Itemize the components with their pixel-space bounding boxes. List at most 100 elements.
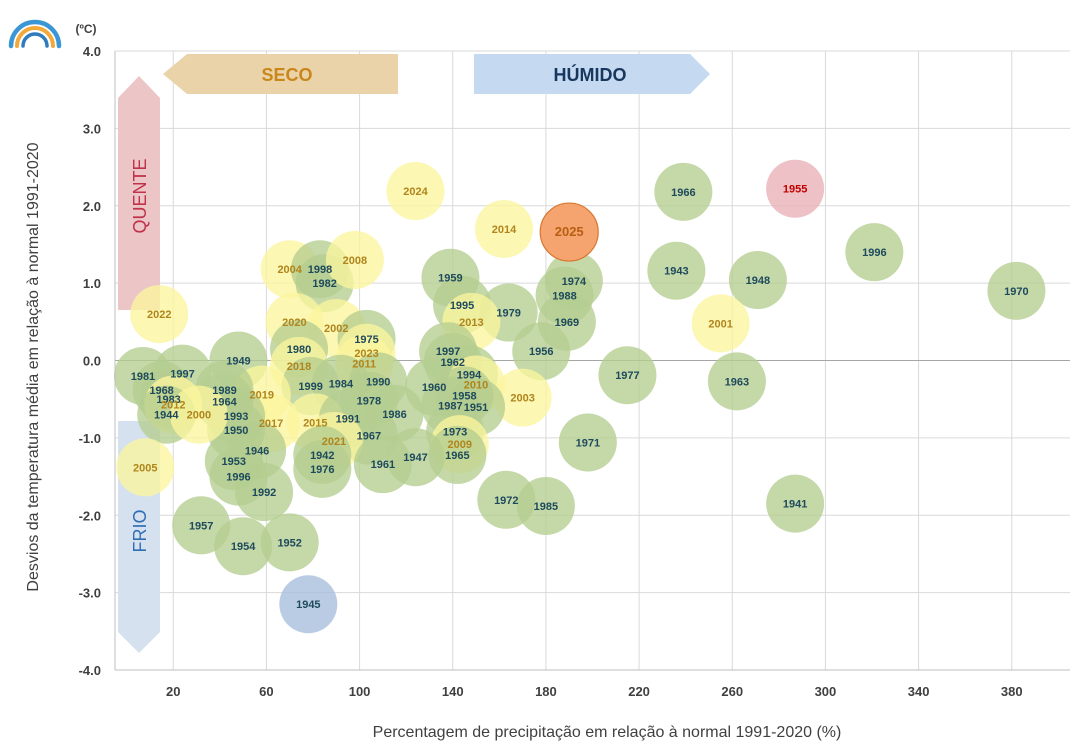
point-label-1985: 1985 xyxy=(534,501,558,513)
point-label-2024: 2024 xyxy=(403,186,428,198)
point-label-1982: 1982 xyxy=(312,278,336,290)
point-label-1971: 1971 xyxy=(576,438,600,450)
point-label-2019: 2019 xyxy=(250,390,274,402)
point-label-2013: 2013 xyxy=(459,317,483,329)
point-label-1989: 1989 xyxy=(212,385,236,397)
point-label-1951: 1951 xyxy=(464,402,488,414)
point-label-1959: 1959 xyxy=(438,273,462,285)
point-1992 xyxy=(235,463,294,522)
point-label-1964: 1964 xyxy=(212,397,237,409)
point-label-1979: 1979 xyxy=(496,308,520,320)
point-label-1998: 1998 xyxy=(308,264,332,276)
point-1972 xyxy=(477,470,536,529)
y-tick-label: 1.0 xyxy=(83,276,101,291)
point-1996 xyxy=(845,223,904,282)
point-label-1995: 1995 xyxy=(450,300,474,312)
dry-arrow xyxy=(163,54,398,94)
point-label-1983: 1983 xyxy=(156,394,180,406)
point-label-2012: 2012 xyxy=(161,400,185,412)
x-tick-label: 380 xyxy=(1001,684,1023,699)
point-label-2010: 2010 xyxy=(464,379,488,391)
quadrant-arrows: SECO HÚMIDO QUENTE FRIO xyxy=(118,54,710,653)
point-1941 xyxy=(766,474,825,533)
point-1956 xyxy=(512,322,571,381)
point-label-1996: 1996 xyxy=(862,247,886,259)
point-1945 xyxy=(279,575,338,634)
point-2022 xyxy=(130,285,189,344)
point-label-1958: 1958 xyxy=(452,390,476,402)
point-label-1943: 1943 xyxy=(664,266,688,278)
x-axis-title: Percentagem de precipitação em relação à… xyxy=(373,724,842,741)
point-label-1996: 1996 xyxy=(226,472,250,484)
point-2005 xyxy=(116,438,175,497)
point-label-1993: 1993 xyxy=(224,411,248,423)
point-1963 xyxy=(707,352,766,411)
point-label-1975: 1975 xyxy=(354,334,378,346)
y-tick-label: 2.0 xyxy=(83,199,101,214)
point-label-2008: 2008 xyxy=(343,255,367,267)
logo xyxy=(8,19,62,49)
y-tick-label: 4.0 xyxy=(83,44,101,59)
point-label-1968: 1968 xyxy=(149,385,173,397)
point-label-2023: 2023 xyxy=(354,348,378,360)
point-label-1954: 1954 xyxy=(231,541,256,553)
point-label-1948: 1948 xyxy=(746,275,770,287)
point-label-2002: 2002 xyxy=(324,323,348,335)
y-tick-label: -4.0 xyxy=(79,663,101,678)
point-label-1962: 1962 xyxy=(441,357,465,369)
point-label-2021: 2021 xyxy=(322,436,346,448)
point-label-1953: 1953 xyxy=(222,456,246,468)
point-label-1956: 1956 xyxy=(529,346,553,358)
y-tick-label: 3.0 xyxy=(83,121,101,136)
point-label-1955: 1955 xyxy=(783,184,807,196)
point-1947 xyxy=(386,428,445,487)
x-tick-label: 100 xyxy=(349,684,371,699)
point-label-2005: 2005 xyxy=(133,462,157,474)
point-label-1991: 1991 xyxy=(336,414,360,426)
point-1965 xyxy=(428,425,487,484)
hot-arrow xyxy=(118,76,160,310)
data-points: 1970 1996 1955 1941 1948 1963 2001 1966 1943 1977… xyxy=(113,159,1046,634)
point-label-2025: 2025 xyxy=(555,224,584,239)
point-1970 xyxy=(987,261,1046,320)
point-1948 xyxy=(728,251,787,310)
point-2000 xyxy=(169,385,228,444)
wet-arrow xyxy=(474,54,710,94)
point-label-1987: 1987 xyxy=(438,400,462,412)
point-label-1965: 1965 xyxy=(445,450,469,462)
point-label-1976: 1976 xyxy=(310,464,334,476)
point-label-1984: 1984 xyxy=(329,379,354,391)
point-label-2001: 2001 xyxy=(708,318,732,330)
x-tick-label: 340 xyxy=(908,684,930,699)
point-label-2014: 2014 xyxy=(492,224,517,236)
logo-arc-0 xyxy=(8,19,62,49)
point-label-1970: 1970 xyxy=(1004,286,1028,298)
y-tick-label: -1.0 xyxy=(79,431,101,446)
point-label-1986: 1986 xyxy=(382,409,406,421)
logo-arc-1 xyxy=(15,26,55,48)
point-label-1974: 1974 xyxy=(562,276,587,288)
point-label-1963: 1963 xyxy=(725,376,749,388)
x-tick-label: 300 xyxy=(815,684,837,699)
point-label-1977: 1977 xyxy=(615,370,639,382)
point-label-1980: 1980 xyxy=(287,344,311,356)
cold-label: FRIO xyxy=(130,510,150,553)
x-tick-label: 220 xyxy=(628,684,650,699)
point-label-1944: 1944 xyxy=(154,410,179,422)
y-tick-label: -2.0 xyxy=(79,508,101,523)
point-label-1960: 1960 xyxy=(422,382,446,394)
point-label-1992: 1992 xyxy=(252,487,276,499)
point-2008 xyxy=(325,230,384,289)
point-label-1961: 1961 xyxy=(371,459,395,471)
x-tick-label: 140 xyxy=(442,684,464,699)
x-tick-label: 260 xyxy=(721,684,743,699)
point-1966 xyxy=(654,162,713,221)
point-label-1942: 1942 xyxy=(310,450,334,462)
hot-label: QUENTE xyxy=(130,158,150,233)
x-tick-label: 180 xyxy=(535,684,557,699)
point-label-1952: 1952 xyxy=(277,537,301,549)
y-axis-title: Desvios da temperatura média em relação … xyxy=(25,142,42,591)
point-2024 xyxy=(386,162,445,221)
point-label-1949: 1949 xyxy=(226,356,250,368)
